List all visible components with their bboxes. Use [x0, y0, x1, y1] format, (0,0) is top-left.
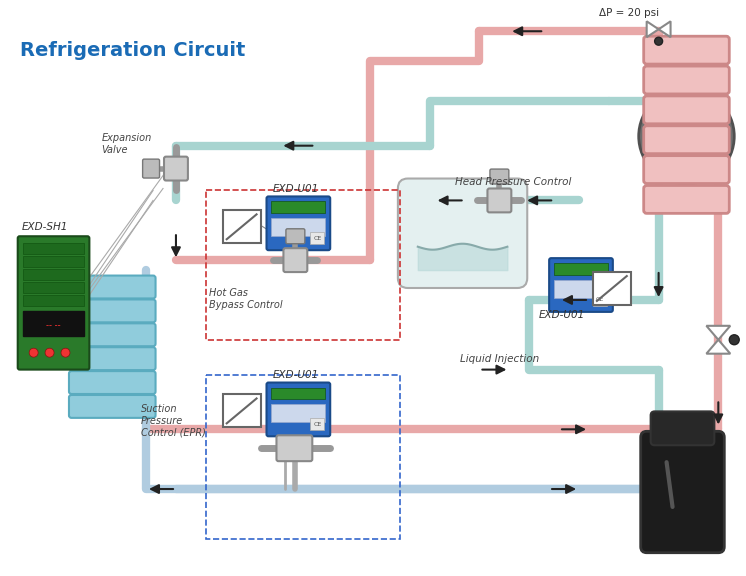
Bar: [223, 210, 260, 243]
FancyBboxPatch shape: [651, 411, 715, 445]
Bar: [272, 404, 325, 422]
Text: Hot Gas
Bypass Control: Hot Gas Bypass Control: [209, 289, 283, 310]
Text: Expansion
Valve: Expansion Valve: [101, 133, 151, 154]
Circle shape: [61, 348, 70, 357]
Text: EXD-SH1: EXD-SH1: [22, 222, 68, 232]
FancyBboxPatch shape: [283, 248, 307, 272]
FancyBboxPatch shape: [644, 185, 730, 213]
Bar: [272, 218, 325, 236]
Bar: [272, 388, 325, 400]
Bar: [22, 269, 84, 280]
FancyBboxPatch shape: [549, 258, 612, 312]
Text: ΔP = 20 psi: ΔP = 20 psi: [599, 8, 659, 18]
Bar: [22, 295, 84, 306]
FancyBboxPatch shape: [69, 275, 156, 298]
Text: CE: CE: [313, 236, 322, 241]
FancyBboxPatch shape: [69, 300, 156, 323]
Polygon shape: [647, 21, 659, 37]
Bar: [310, 232, 325, 244]
Bar: [272, 202, 325, 213]
FancyBboxPatch shape: [266, 196, 330, 250]
Bar: [593, 272, 631, 305]
FancyBboxPatch shape: [286, 229, 305, 244]
FancyBboxPatch shape: [490, 169, 509, 184]
FancyBboxPatch shape: [644, 126, 730, 154]
FancyBboxPatch shape: [644, 156, 730, 184]
FancyBboxPatch shape: [69, 347, 156, 370]
Circle shape: [730, 335, 739, 344]
Text: Suction
Pressure
Control (EPR): Suction Pressure Control (EPR): [141, 404, 206, 437]
FancyBboxPatch shape: [487, 188, 511, 213]
FancyBboxPatch shape: [18, 236, 90, 370]
FancyBboxPatch shape: [69, 395, 156, 418]
Text: EXD-U01: EXD-U01: [272, 370, 319, 380]
Bar: [22, 256, 84, 267]
Bar: [223, 395, 260, 427]
Text: CE: CE: [313, 422, 322, 427]
Circle shape: [655, 37, 662, 45]
FancyBboxPatch shape: [142, 159, 160, 178]
Bar: [554, 263, 608, 275]
Text: EXD-U01: EXD-U01: [272, 184, 319, 195]
Circle shape: [29, 348, 38, 357]
Text: Refrigeration Circuit: Refrigeration Circuit: [19, 41, 245, 60]
Text: EXD-U01: EXD-U01: [539, 310, 586, 320]
Text: Head Pressure Control: Head Pressure Control: [454, 177, 571, 188]
Bar: [22, 311, 84, 336]
FancyBboxPatch shape: [164, 157, 188, 180]
Polygon shape: [659, 21, 671, 37]
Text: CE: CE: [596, 297, 604, 302]
Text: Liquid Injection: Liquid Injection: [460, 354, 539, 363]
FancyBboxPatch shape: [644, 96, 730, 124]
FancyBboxPatch shape: [641, 431, 724, 553]
FancyBboxPatch shape: [69, 323, 156, 346]
Text: -- --: -- --: [46, 321, 61, 330]
Bar: [206, 374, 400, 539]
FancyBboxPatch shape: [69, 371, 156, 394]
Circle shape: [639, 89, 734, 184]
FancyBboxPatch shape: [644, 66, 730, 94]
Bar: [22, 243, 84, 254]
Bar: [22, 282, 84, 293]
Polygon shape: [706, 326, 730, 340]
FancyBboxPatch shape: [277, 435, 313, 461]
Bar: [206, 191, 400, 340]
Bar: [593, 294, 606, 306]
FancyBboxPatch shape: [266, 382, 330, 436]
Bar: [310, 418, 325, 430]
Bar: [554, 280, 608, 298]
FancyBboxPatch shape: [644, 36, 730, 64]
Polygon shape: [706, 340, 730, 354]
FancyBboxPatch shape: [398, 179, 527, 288]
Circle shape: [45, 348, 54, 357]
